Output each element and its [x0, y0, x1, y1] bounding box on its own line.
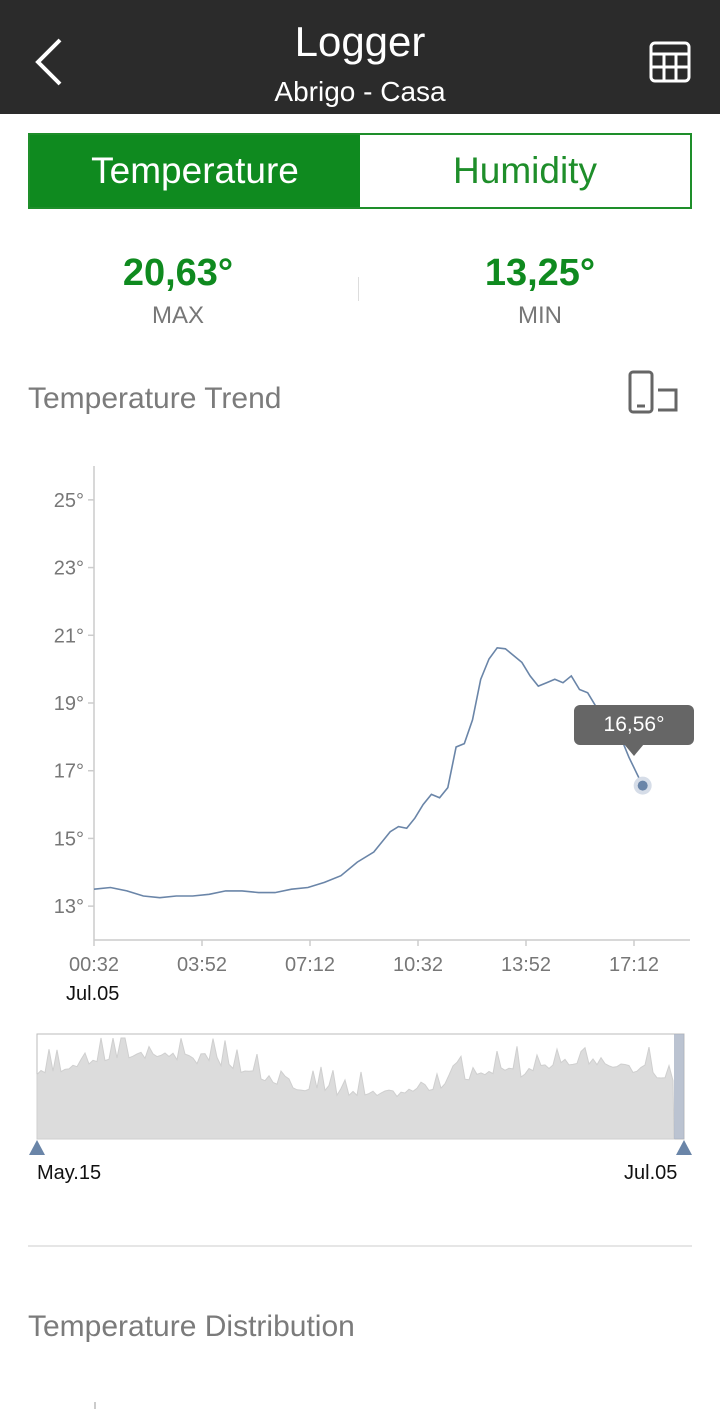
stat-divider [358, 277, 359, 301]
tab-temperature[interactable]: Temperature [30, 135, 360, 207]
distribution-axis-stub [94, 1402, 96, 1409]
device-subtitle: Abrigo - Casa [274, 76, 446, 107]
rotate-screen-icon [628, 370, 678, 414]
max-stat: 20,63° MAX [28, 250, 328, 336]
value-tooltip: 16,56° [574, 705, 694, 745]
rotate-screen-button[interactable] [624, 370, 682, 416]
range-overview-chart[interactable] [0, 1020, 720, 1160]
y-tick-label: 25° [54, 490, 84, 512]
overview-selection-window [674, 1034, 684, 1139]
section-divider [28, 1245, 692, 1247]
y-tick-label: 21° [54, 625, 84, 647]
page-title: Logger [294, 18, 426, 65]
overview-area [36, 1037, 675, 1140]
y-tick-label: 15° [54, 828, 84, 850]
max-label: MAX [151, 302, 204, 329]
y-tick-label: 19° [54, 693, 84, 715]
x-tick-label: 03:52 [177, 954, 227, 976]
trend-title: Temperature Trend [28, 382, 282, 415]
chart-date-label: Jul.05 [66, 983, 120, 1005]
max-value: 20,63° [122, 252, 234, 294]
min-label: MIN [518, 302, 562, 329]
highlight-point [637, 780, 648, 791]
x-tick-label: 13:52 [501, 954, 551, 976]
x-tick-label: 00:32 [69, 954, 119, 976]
table-view-button[interactable] [645, 37, 695, 87]
range-start-label: May.15 [37, 1162, 102, 1184]
y-tick-label: 23° [54, 558, 84, 580]
range-end-label: Jul.05 [624, 1162, 678, 1184]
y-tick-label: 13° [54, 896, 84, 918]
tab-humidity[interactable]: Humidity [360, 135, 690, 207]
x-tick-label: 07:12 [285, 954, 335, 976]
chevron-left-icon [35, 38, 62, 86]
tooltip-pointer [624, 744, 644, 756]
x-tick-label: 10:32 [393, 954, 443, 976]
app-header: Logger Abrigo - Casa [0, 0, 720, 114]
table-grid-icon [649, 41, 691, 83]
distribution-title: Temperature Distribution [28, 1310, 355, 1343]
metric-tabs: Temperature Humidity [28, 133, 692, 209]
min-value: 13,25° [484, 252, 596, 294]
temperature-trend-chart[interactable]: 13° 15° 17° 19° 21° 23° 25° 00:32 03:52 07:12 10:3… [0, 440, 720, 980]
x-tick-label: 17:12 [609, 954, 659, 976]
min-stat: 13,25° MIN [390, 250, 690, 336]
back-button[interactable] [24, 34, 76, 90]
temperature-series-line [93, 646, 644, 899]
y-tick-label: 17° [54, 761, 84, 783]
range-handle-right [676, 1140, 692, 1155]
range-handle-left [29, 1140, 45, 1155]
